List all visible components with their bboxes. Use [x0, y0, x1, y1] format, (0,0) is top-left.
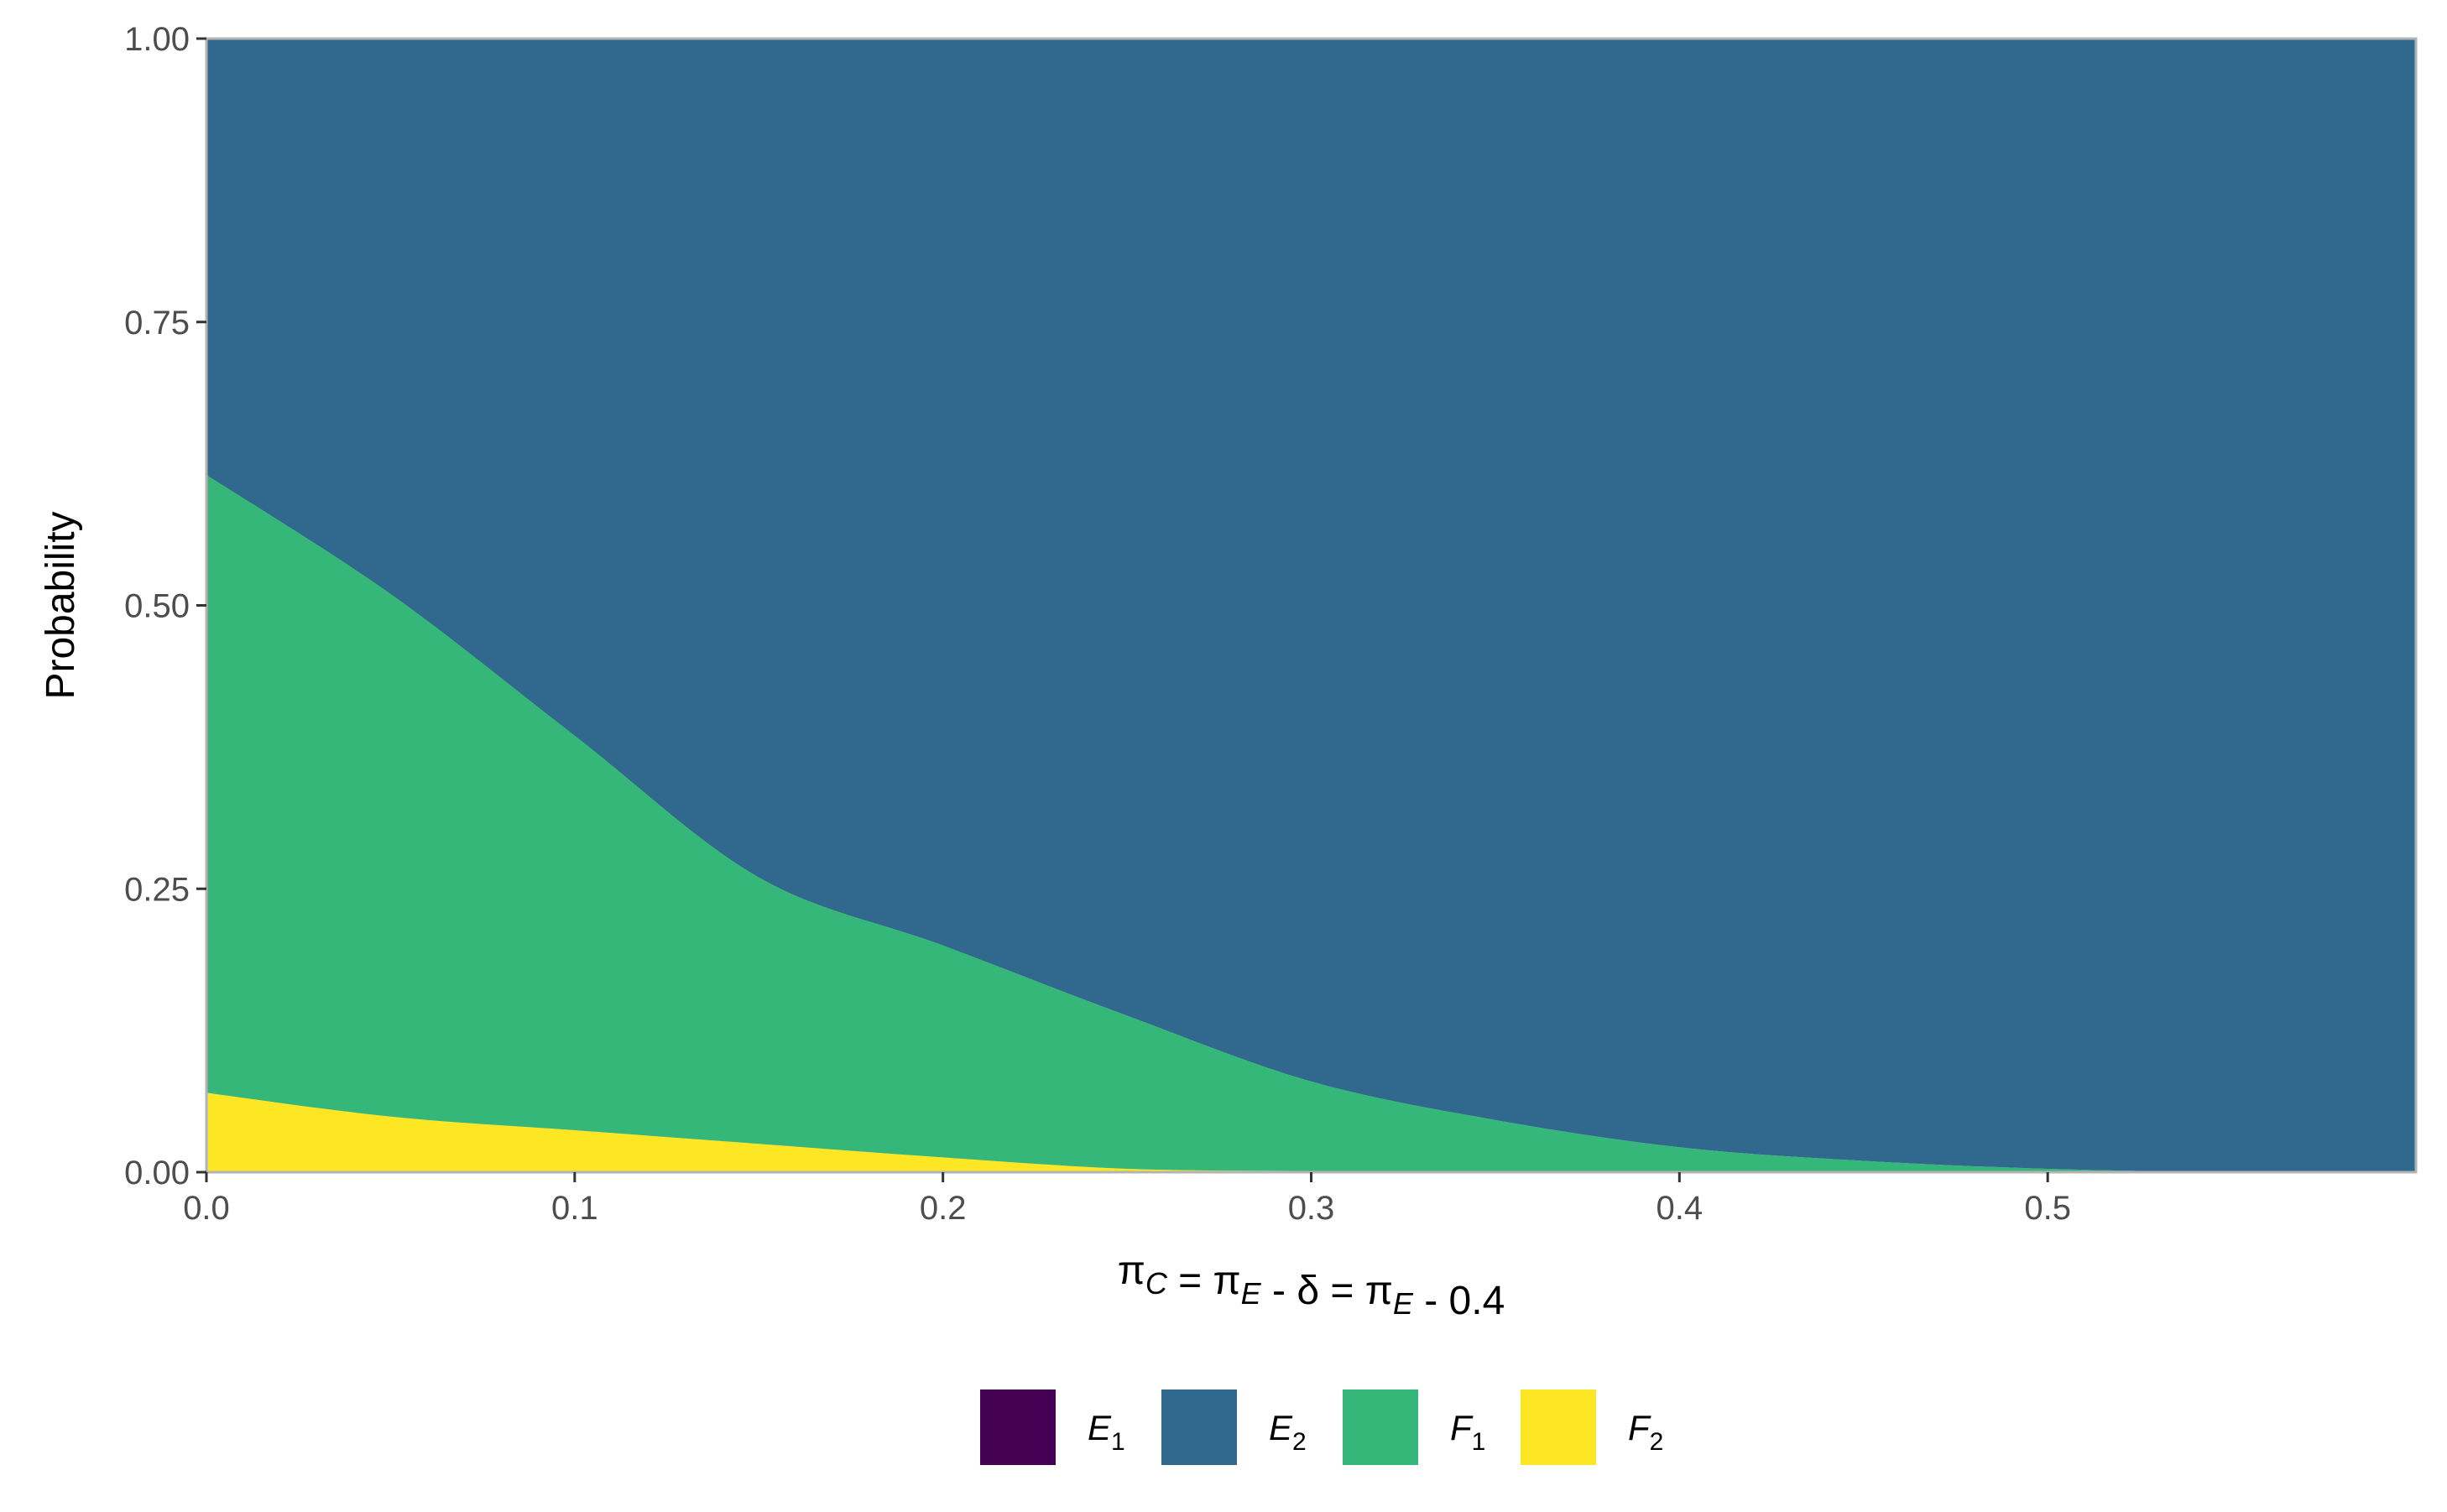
legend-key-f2 [1521, 1389, 1596, 1465]
x-tick-label: 0.5 [2024, 1190, 2071, 1227]
x-tick-label: 0.0 [183, 1190, 230, 1227]
plot-areas [206, 39, 2416, 1173]
y-axis: 0.00 0.25 0.50 0.75 1.00 [124, 21, 206, 1191]
legend-label-e2: E2 [1269, 1408, 1307, 1456]
y-tick-label: 0.50 [124, 588, 190, 625]
y-tick-label: 0.25 [124, 871, 190, 908]
area-e2 [206, 39, 2416, 1173]
x-tick-label: 0.4 [1657, 1190, 1704, 1227]
legend-label-f1: F1 [1450, 1408, 1485, 1456]
legend-key-e1 [980, 1389, 1056, 1465]
x-tick-label: 0.3 [1288, 1190, 1335, 1227]
x-tick-label: 0.1 [551, 1190, 598, 1227]
area-f1 [206, 475, 2416, 1173]
legend-label-f2: F2 [1628, 1408, 1663, 1456]
y-tick-label: 0.75 [124, 305, 190, 342]
y-tick-label: 1.00 [124, 21, 190, 58]
legend-label-e1: E1 [1088, 1408, 1125, 1456]
x-axis-title: πC = πE - δ = πE - 0.4 [1118, 1249, 1505, 1323]
y-tick-label: 0.00 [124, 1155, 190, 1191]
legend-key-f1 [1343, 1389, 1418, 1465]
y-axis-title: Probability [39, 511, 83, 699]
legend-key-e2 [1161, 1389, 1237, 1465]
x-tick-label: 0.2 [920, 1190, 967, 1227]
legend: E1 E2 F1 F2 [980, 1389, 1663, 1465]
area-f2 [206, 1092, 2416, 1173]
x-axis: 0.0 0.1 0.2 0.3 0.4 0.5 [183, 1172, 2071, 1227]
